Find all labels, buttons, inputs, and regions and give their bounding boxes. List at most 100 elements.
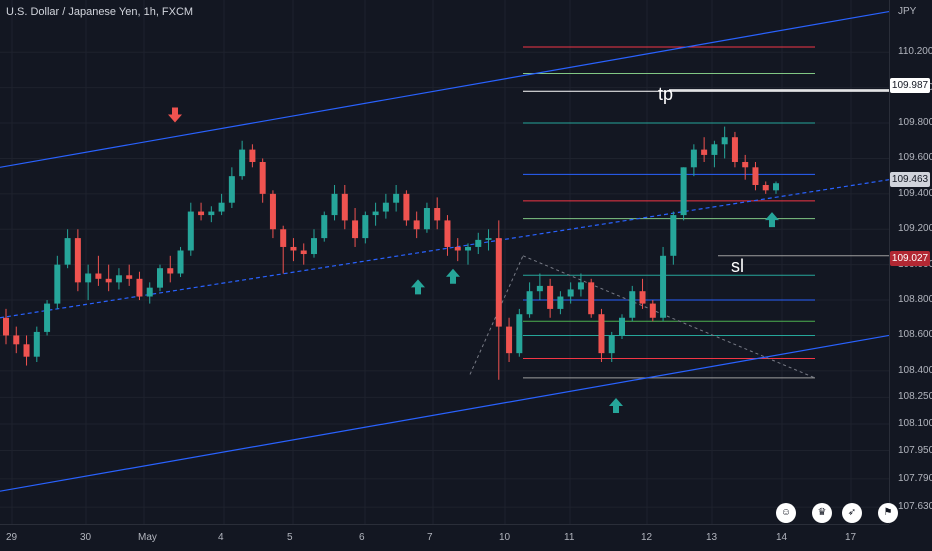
candle-body <box>752 167 759 186</box>
candle-body <box>54 264 61 304</box>
current-price-badge: 109.463 <box>890 172 930 187</box>
candle-body <box>762 185 769 191</box>
candle-body <box>495 238 502 327</box>
candle-body <box>136 278 143 297</box>
price-tick-label: 109.800 <box>898 117 932 129</box>
candle-body <box>619 317 625 336</box>
candle-body <box>485 238 492 240</box>
sl-label: sl <box>731 256 744 276</box>
price-tick-label: 109.600 <box>898 152 932 164</box>
candle-body <box>198 211 205 216</box>
up-arrow-icon <box>446 268 460 284</box>
arrow-markers <box>168 107 779 413</box>
candle-body <box>660 255 667 318</box>
candle-body <box>259 161 266 194</box>
candle-body <box>44 303 51 332</box>
candle-body <box>773 183 779 191</box>
trophy-icon[interactable]: ♛ <box>812 503 832 523</box>
candle-body <box>126 275 133 279</box>
candle-body <box>711 144 718 155</box>
candle-body <box>146 287 153 297</box>
candle-body <box>423 208 430 230</box>
candle-body <box>547 285 554 309</box>
time-tick-label: 5 <box>287 532 293 543</box>
price-tick-label: 108.400 <box>898 364 932 376</box>
candle-body <box>742 161 749 168</box>
candle-body <box>157 268 163 288</box>
time-tick-label: 13 <box>706 532 718 543</box>
sl-price-badge: 109.027 <box>890 251 930 266</box>
candle-body <box>208 211 215 216</box>
time-tick-label: 10 <box>499 532 511 543</box>
flag-icon[interactable]: ⚑ <box>878 503 898 523</box>
candle-body <box>598 314 605 354</box>
price-tick-label: 107.950 <box>898 444 932 456</box>
candle-body <box>23 344 30 357</box>
smiley-icon[interactable]: ☺ <box>776 503 796 523</box>
candle-body <box>680 167 687 216</box>
candle-body <box>413 220 420 230</box>
trendline-dashed <box>469 255 524 375</box>
time-tick-label: 4 <box>218 532 224 543</box>
candle-body <box>629 291 636 318</box>
candle-body <box>269 193 276 230</box>
candle-body <box>701 149 708 155</box>
channel-middle-line <box>0 179 890 319</box>
candle-body <box>74 238 81 283</box>
candle-body <box>177 250 184 274</box>
price-tick-label: 108.800 <box>898 294 932 306</box>
up-arrow-icon <box>411 279 425 295</box>
up-arrow-icon <box>609 397 623 413</box>
candle-body <box>506 326 513 354</box>
tp-label: tp <box>658 84 674 104</box>
time-tick-label: 11 <box>564 532 575 543</box>
candle-body <box>567 289 574 297</box>
rocket-icon[interactable]: ➶ <box>842 503 862 523</box>
time-tick-label: 6 <box>359 532 365 543</box>
candle-body <box>475 239 482 247</box>
candle-body <box>33 331 40 357</box>
channel-lower-line <box>0 334 890 492</box>
candle-body <box>690 149 697 168</box>
time-tick-label: 17 <box>845 532 857 543</box>
price-tick-label: 108.100 <box>898 417 932 429</box>
candle-body <box>352 220 359 239</box>
price-tick-label: 107.790 <box>898 472 932 484</box>
candle-body <box>311 238 317 255</box>
candle-body <box>187 211 194 251</box>
grid <box>0 0 889 524</box>
price-axis[interactable] <box>889 0 932 524</box>
tp-price-badge: 109.987 <box>890 78 930 93</box>
candle-body <box>228 176 235 203</box>
ascending-channel[interactable] <box>0 10 890 492</box>
candle-body <box>249 149 256 162</box>
candle-body <box>13 335 20 345</box>
candle-body <box>167 268 174 274</box>
candles <box>3 126 779 380</box>
price-tick-label: 109.400 <box>898 187 932 199</box>
candle-body <box>434 208 441 221</box>
candle-body <box>341 193 348 221</box>
candle-body <box>290 246 297 251</box>
time-tick-label: 7 <box>427 532 433 543</box>
candle-body <box>95 273 102 279</box>
down-arrow-icon <box>168 107 182 123</box>
candle-body <box>465 246 471 251</box>
candle-body <box>3 317 9 336</box>
candle-body <box>721 137 728 145</box>
candle-body <box>557 296 564 309</box>
channel-upper-line <box>0 10 890 168</box>
fib-levels <box>469 46 889 379</box>
currency-unit: JPY <box>898 6 917 17</box>
candle-body <box>372 211 379 216</box>
time-tick-label: 30 <box>80 532 92 543</box>
price-tick-label: 108.250 <box>898 391 932 403</box>
candle-body <box>516 314 523 354</box>
candle-body <box>403 193 410 221</box>
time-axis[interactable] <box>0 524 889 551</box>
candle-body <box>536 285 543 292</box>
candle-body <box>85 273 92 283</box>
time-tick-label: 14 <box>776 532 788 543</box>
candle-body <box>321 215 328 239</box>
